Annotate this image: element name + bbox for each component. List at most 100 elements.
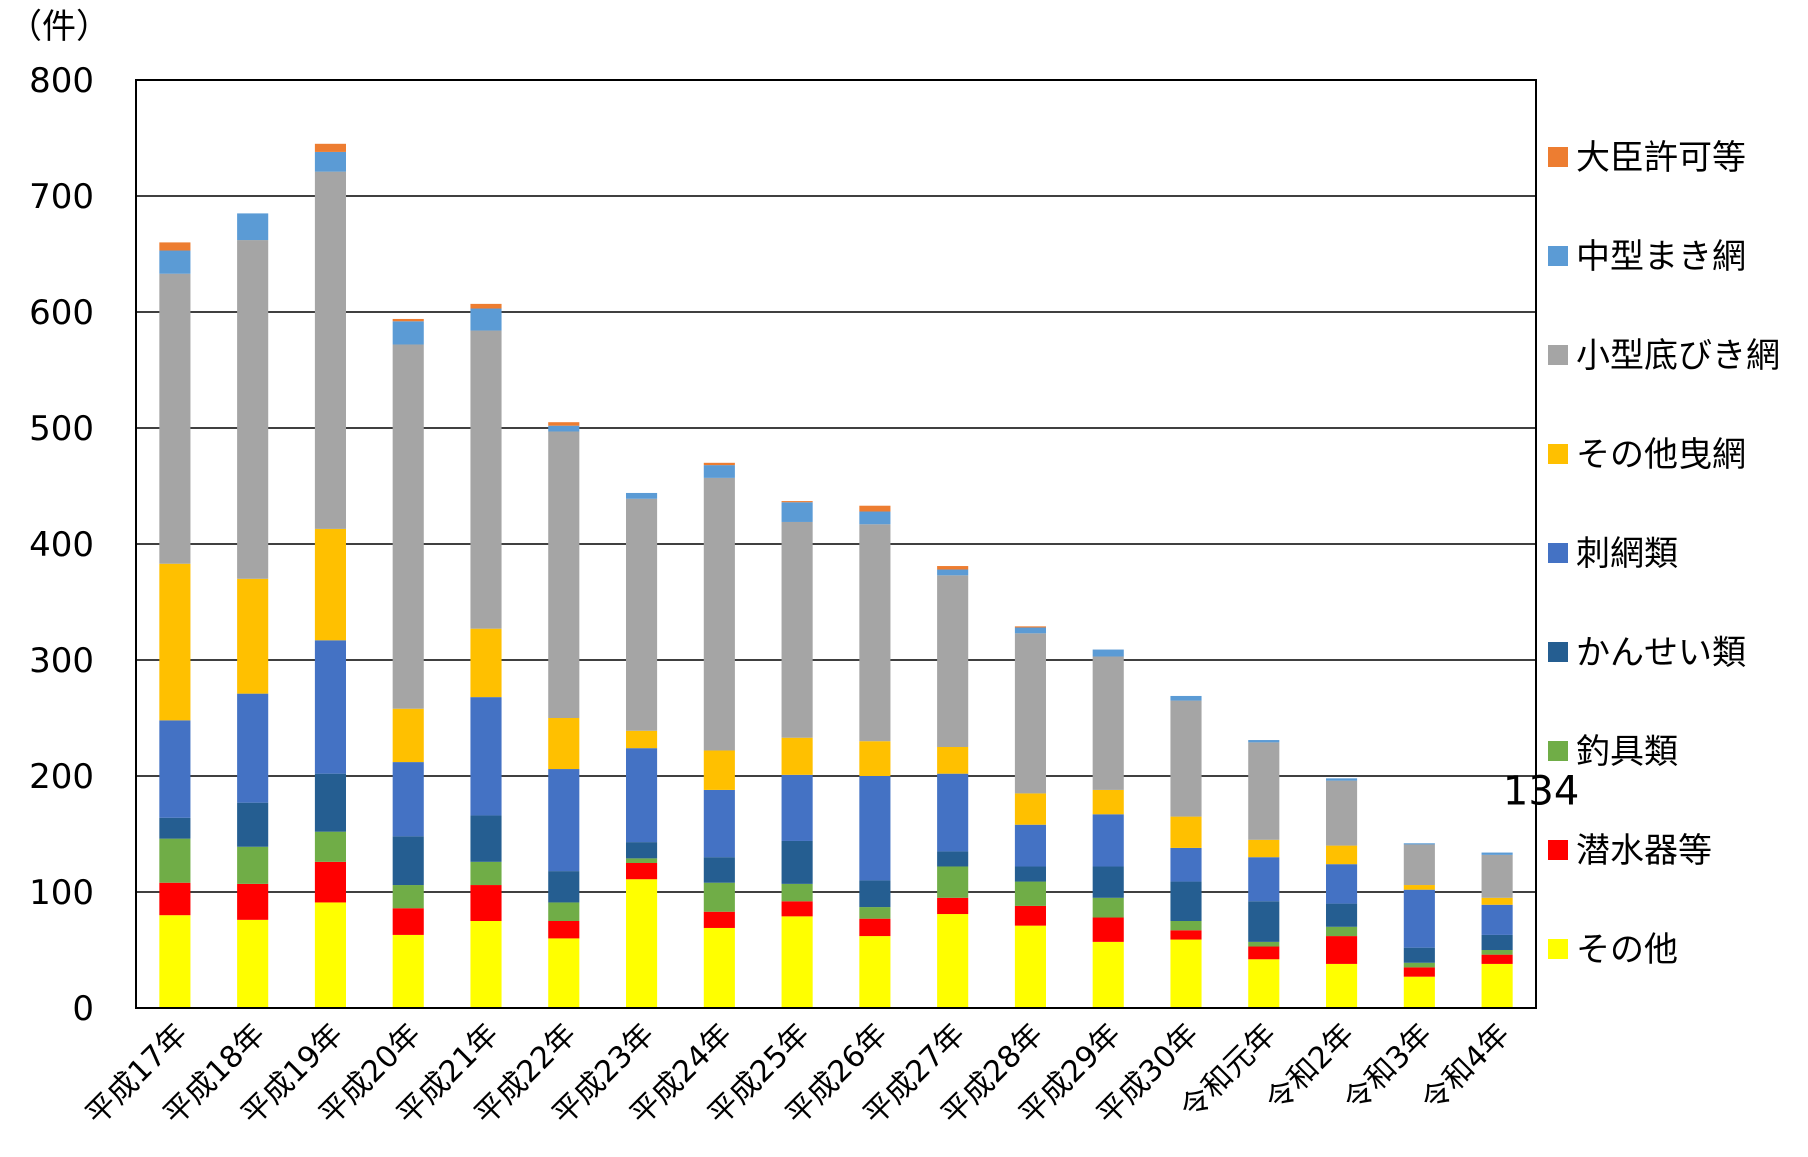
bar-segment — [1481, 897, 1513, 905]
bar-segment — [937, 747, 969, 774]
bar-segment — [1170, 847, 1202, 882]
bar-segment — [1014, 626, 1046, 628]
bar-segment — [470, 628, 502, 698]
gridlines — [136, 195, 1536, 893]
bar-segment — [859, 511, 891, 525]
bar-segment — [1092, 656, 1124, 790]
annotations: 134 — [1503, 769, 1579, 815]
legend-swatch — [1548, 345, 1568, 365]
bar-segment — [1403, 885, 1435, 890]
bar-segment — [859, 524, 891, 742]
bar-segment — [781, 840, 813, 884]
bar-segment — [1014, 925, 1046, 1008]
bar-segment — [1092, 897, 1124, 918]
bar-segment — [237, 846, 269, 884]
legend-swatch — [1548, 444, 1568, 464]
y-tick-label: 500 — [29, 409, 94, 449]
legend-swatch — [1548, 840, 1568, 860]
bar-segment — [1092, 789, 1124, 815]
bar-segment — [859, 880, 891, 908]
bar-segment — [548, 718, 580, 770]
bar-segment — [937, 566, 969, 570]
bar-segment — [1248, 857, 1280, 902]
bar-segment — [626, 730, 658, 749]
legend-label: 釣具類 — [1576, 732, 1678, 772]
bar-segment — [626, 842, 658, 859]
bar-segment — [548, 769, 580, 872]
bar-segment — [314, 640, 346, 774]
bar-segment — [1248, 839, 1280, 858]
bar-segment — [159, 273, 191, 564]
bar-segment — [314, 151, 346, 172]
bar-segment — [1248, 901, 1280, 942]
bar-segment — [1170, 939, 1202, 1008]
bar-segment — [548, 422, 580, 426]
bar-segment — [314, 143, 346, 152]
bar-segment — [314, 831, 346, 862]
bar-segment — [470, 815, 502, 862]
bar-segment — [1014, 824, 1046, 867]
bar-segment — [1014, 633, 1046, 794]
bar-segment — [626, 748, 658, 843]
bar-segment — [937, 851, 969, 867]
bar-segment — [1248, 742, 1280, 840]
bar-segment — [1481, 950, 1513, 955]
annotation-label: 134 — [1503, 769, 1579, 815]
y-tick-label: 700 — [29, 177, 94, 217]
bar-segment — [1248, 959, 1280, 1008]
y-tick-label: 300 — [29, 641, 94, 681]
bar-segment — [1326, 778, 1358, 781]
bar-segment — [937, 773, 969, 852]
legend-label: その他曳網 — [1576, 435, 1746, 475]
bar-segment — [1326, 845, 1358, 865]
legend-label: 小型底びき網 — [1576, 336, 1780, 376]
y-tick-label: 100 — [29, 873, 94, 913]
bar-segment — [1326, 780, 1358, 846]
bar-segment — [1092, 866, 1124, 898]
bar-segment — [392, 344, 424, 709]
bar-segment — [859, 936, 891, 1008]
bar-segment — [159, 563, 191, 721]
bar-segment — [159, 720, 191, 818]
bar-segment — [1014, 881, 1046, 906]
bars — [159, 143, 1513, 1008]
bar-segment — [1092, 649, 1124, 657]
bar-segment — [314, 861, 346, 903]
bar-segment — [548, 902, 580, 921]
legend-label: 中型まき網 — [1576, 237, 1746, 277]
legend-label: 刺網類 — [1576, 534, 1678, 574]
legend-swatch — [1548, 741, 1568, 761]
bar-segment — [1248, 946, 1280, 960]
bar-segment — [1326, 903, 1358, 927]
x-tick-label: 令和4年 — [1415, 1017, 1517, 1119]
plot-frame — [135, 79, 1537, 1009]
bar-segment — [237, 240, 269, 579]
bar-segment — [937, 575, 969, 747]
bar-segment — [781, 901, 813, 917]
y-tick-label: 800 — [29, 61, 94, 101]
bar-segment — [1170, 700, 1202, 817]
bar-segment — [1326, 864, 1358, 904]
bar-segment — [470, 861, 502, 886]
bar-segment — [937, 897, 969, 915]
bar-segment — [548, 921, 580, 939]
bar-segment — [237, 578, 269, 694]
bar-segment — [1326, 936, 1358, 964]
bar-segment — [392, 708, 424, 763]
bar-segment — [1092, 814, 1124, 867]
bar-segment — [626, 879, 658, 1008]
bar-segment — [703, 465, 735, 478]
bar-segment — [159, 250, 191, 274]
bar-segment — [1403, 844, 1435, 886]
bar-segment — [237, 919, 269, 1008]
bar-segment — [159, 838, 191, 883]
bar-segment — [237, 213, 269, 241]
bar-segment — [314, 773, 346, 832]
bar-segment — [626, 863, 658, 880]
bar-segment — [781, 916, 813, 1008]
bar-segment — [781, 502, 813, 522]
bar-segment — [1326, 963, 1358, 1008]
